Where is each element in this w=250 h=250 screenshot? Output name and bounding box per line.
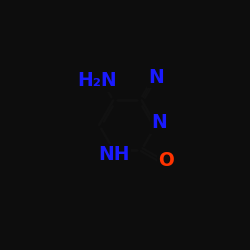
Text: N: N bbox=[148, 68, 164, 86]
Text: O: O bbox=[158, 151, 174, 170]
Text: NH: NH bbox=[98, 145, 130, 164]
Text: N: N bbox=[152, 113, 168, 132]
Text: H₂N: H₂N bbox=[78, 72, 117, 90]
